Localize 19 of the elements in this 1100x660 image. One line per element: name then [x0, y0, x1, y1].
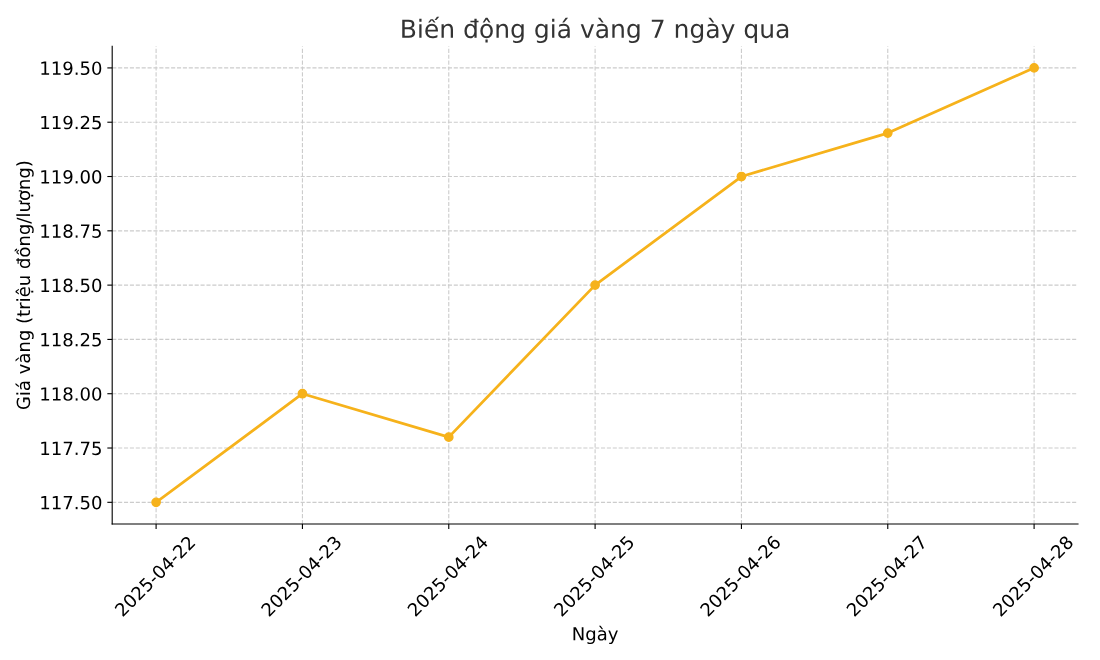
point [590, 280, 600, 290]
y-tick-label: 119.25 [41, 115, 101, 130]
y-axis-title: Giá vàng (triệu đồng/lượng) [14, 161, 34, 410]
point [736, 171, 747, 182]
point [297, 388, 308, 399]
point [443, 432, 454, 443]
chart-title: Biến động giá vàng 7 ngày qua [402, 16, 789, 44]
y-tick-label: 117.50 [41, 495, 102, 510]
x-axis-title: Ngày [573, 625, 618, 645]
y-tick-label: 118.00 [41, 387, 102, 401]
point [1029, 63, 1039, 73]
y-tick-label: 119.50 [41, 61, 102, 76]
point [151, 497, 161, 508]
y-tick-label: 118.25 [41, 332, 101, 347]
y-tick-label: 118.75 [41, 224, 101, 238]
point [882, 128, 893, 138]
y-tick-label: 117.75 [41, 441, 101, 456]
y-tick-label: 118.50 [41, 278, 102, 293]
y-tick-label: 119.00 [41, 169, 102, 184]
